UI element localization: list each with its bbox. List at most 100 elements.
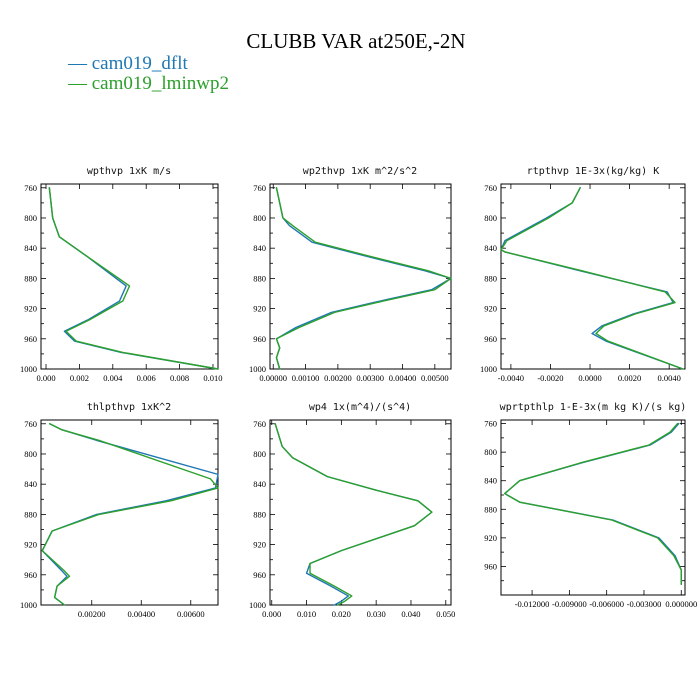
y-tick-label: 760 xyxy=(484,419,497,429)
x-tick-label: 0.000 xyxy=(262,609,281,619)
y-tick-label: 960 xyxy=(484,334,497,344)
x-tick-label: -0.0020 xyxy=(537,373,563,383)
panel-title: wprtpthlp 1-E-3x(m kg K)/(s kg) xyxy=(500,402,687,413)
x-tick-label: 0.000 xyxy=(36,373,55,383)
x-tick-label: 0.030 xyxy=(367,609,386,619)
y-tick-label: 1000 xyxy=(249,364,266,374)
series-line-cam019_dflt xyxy=(274,423,433,606)
y-tick-label: 880 xyxy=(24,273,37,283)
y-tick-label: 1000 xyxy=(20,364,37,374)
panel-5: wp4 1x(m^4)/(s^4)76080084088092096010000… xyxy=(249,402,455,619)
x-tick-label: 0.00400 xyxy=(389,373,417,383)
plot-frame xyxy=(500,183,686,370)
y-tick-label: 920 xyxy=(484,533,497,543)
y-tick-label: 880 xyxy=(253,273,266,283)
x-tick-label: -0.006000 xyxy=(589,599,624,609)
y-tick-label: 960 xyxy=(253,334,266,344)
y-tick-label: 960 xyxy=(484,561,497,571)
x-tick-label: 0.000000 xyxy=(665,599,697,609)
plot-frame xyxy=(40,419,219,606)
y-tick-label: 1000 xyxy=(249,600,266,610)
panel-title: wp2thvp 1xK m^2/s^2 xyxy=(303,166,417,177)
x-tick-label: 0.010 xyxy=(297,609,316,619)
x-tick-label: 0.00600 xyxy=(177,609,205,619)
series-line-cam019_lminwp2 xyxy=(274,423,433,606)
x-tick-label: 0.004 xyxy=(103,373,123,383)
x-tick-label: 0.010 xyxy=(203,373,222,383)
plot-frame xyxy=(40,183,219,370)
x-tick-label: 0.050 xyxy=(436,609,455,619)
y-tick-label: 920 xyxy=(253,540,266,550)
y-tick-label: 840 xyxy=(24,479,37,489)
y-tick-label: 800 xyxy=(24,213,37,223)
x-tick-label: 0.020 xyxy=(332,609,351,619)
x-tick-label: 0.00500 xyxy=(421,373,449,383)
x-tick-label: 0.00200 xyxy=(78,609,106,619)
panels: wpthvp 1xK m/s76080084088092096010000.00… xyxy=(20,166,697,619)
x-tick-label: 0.002 xyxy=(70,373,89,383)
x-tick-label: 0.00400 xyxy=(127,609,155,619)
y-tick-label: 960 xyxy=(253,570,266,580)
plot-frame xyxy=(269,419,452,606)
y-tick-label: 880 xyxy=(484,504,497,514)
legend-entry-lminwp2: — cam019_lminwp2 xyxy=(67,73,229,94)
x-tick-label: 0.0020 xyxy=(618,373,641,383)
panel-title: thlpthvp 1xK^2 xyxy=(87,402,171,413)
y-tick-label: 880 xyxy=(24,509,37,519)
y-tick-label: 800 xyxy=(484,213,497,223)
y-tick-label: 840 xyxy=(484,243,497,253)
panel-title: wp4 1x(m^4)/(s^4) xyxy=(309,402,411,413)
x-tick-label: 0.0000 xyxy=(578,373,601,383)
series-line-cam019_lminwp2 xyxy=(275,187,452,370)
y-tick-label: 840 xyxy=(253,479,266,489)
series-line-cam019_lminwp2 xyxy=(504,422,682,585)
y-tick-label: 800 xyxy=(24,449,37,459)
legend: — cam019_dflt — cam019_lminwp2 xyxy=(67,53,229,94)
y-tick-label: 760 xyxy=(24,183,37,193)
series-line-cam019_lminwp2 xyxy=(48,187,219,370)
x-tick-label: 0.00000 xyxy=(259,373,287,383)
y-tick-label: 920 xyxy=(24,540,37,550)
y-tick-label: 960 xyxy=(24,334,37,344)
y-tick-label: 920 xyxy=(253,304,266,314)
y-tick-label: 760 xyxy=(484,183,497,193)
x-tick-label: -0.009000 xyxy=(552,599,587,609)
panel-title: rtpthvp 1E-3x(kg/kg) K xyxy=(527,166,659,177)
y-tick-label: 800 xyxy=(253,213,266,223)
x-tick-label: 0.00200 xyxy=(324,373,352,383)
y-tick-label: 840 xyxy=(24,243,37,253)
panel-6: wprtpthlp 1-E-3x(m kg K)/(s kg)760 800 840… xyxy=(484,402,697,609)
x-tick-label: 0.00300 xyxy=(356,373,384,383)
x-tick-label: 0.0040 xyxy=(657,373,680,383)
series-line-cam019_dflt xyxy=(48,187,219,370)
y-tick-label: 880 xyxy=(484,273,497,283)
y-tick-label: 960 xyxy=(24,570,37,580)
y-tick-label: 760 xyxy=(253,183,266,193)
panel-3: rtpthvp 1E-3x(kg/kg) K 760 800 840 880 920 960… xyxy=(480,166,686,383)
x-tick-label: 0.040 xyxy=(401,609,420,619)
series-line-cam019_lminwp2 xyxy=(500,187,684,370)
x-tick-label: -0.003000 xyxy=(627,599,662,609)
y-tick-label: 800 xyxy=(253,449,266,459)
panel-2: wp2thvp 1xK m^2/s^2 760 800 840 880 920 960 100… xyxy=(249,166,452,383)
y-tick-label: 920 xyxy=(484,304,497,314)
y-tick-label: 840 xyxy=(484,476,497,486)
x-tick-label: 0.00100 xyxy=(292,373,320,383)
y-tick-label: 1000 xyxy=(20,600,37,610)
y-tick-label: 800 xyxy=(484,447,497,457)
x-tick-label: 0.006 xyxy=(137,373,156,383)
x-tick-label: -0.0040 xyxy=(498,373,524,383)
y-tick-label: 1000 xyxy=(480,364,497,374)
y-tick-label: 840 xyxy=(253,243,266,253)
y-tick-label: 920 xyxy=(24,304,37,314)
chart-title: CLUBB VAR at250E,-2N xyxy=(246,29,465,53)
series-line-cam019_dflt xyxy=(500,187,684,370)
y-tick-label: 880 xyxy=(253,509,266,519)
panel-1: wpthvp 1xK m/s76080084088092096010000.00… xyxy=(20,166,223,383)
series-line-cam019_lminwp2 xyxy=(41,423,219,606)
series-line-cam019_dflt xyxy=(275,187,452,370)
legend-entry-dflt: — cam019_dflt xyxy=(67,53,189,74)
plot-frame xyxy=(500,419,686,596)
panel-4: thlpthvp 1xK^2 760 800 840 880 920 960 1000 0.00… xyxy=(20,402,219,619)
